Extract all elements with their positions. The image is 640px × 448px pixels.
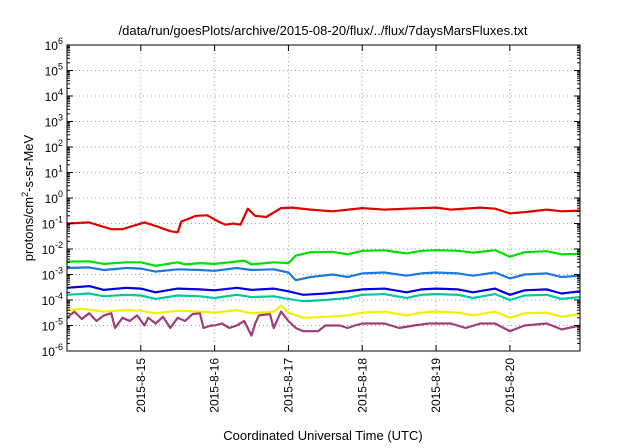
series-group — [66, 206, 581, 337]
y-axis: 10-6 10-5 10-4 10-3 10-2 10-1 100 101 102 103 104 1… — [42, 36, 580, 359]
y-tick-label: 10-1 — [42, 215, 63, 232]
y-tick-label: 104 — [45, 87, 63, 104]
y-tick-label: 10-3 — [42, 266, 63, 283]
y-tick-label: 10-5 — [42, 317, 63, 334]
series-line-3 — [66, 266, 581, 282]
series-line-5 — [66, 292, 581, 303]
x-tick-label: 2015-8-18 — [355, 358, 369, 413]
y-tick-label: 103 — [45, 113, 63, 130]
x-axis-label: Coordinated Universal Time (UTC) — [223, 428, 422, 443]
y-tick-label: 101 — [45, 164, 63, 181]
x-tick-label: 2015-8-17 — [281, 358, 295, 413]
y-tick-label: 106 — [45, 36, 63, 53]
y-tick-label: 10-6 — [42, 342, 63, 359]
x-tick-label: 2015-8-16 — [208, 358, 222, 413]
y-tick-label: 10-2 — [42, 240, 63, 257]
y-axis-label-main: protons/cm — [21, 197, 36, 261]
y-tick-label: 102 — [45, 138, 63, 155]
series-line-6 — [66, 304, 581, 319]
y-axis-label: protons/cm2-s-sr-MeV — [20, 134, 36, 261]
y-tick-label: 10-4 — [42, 291, 63, 308]
y-axis-label-superscript: 2 — [20, 192, 30, 197]
x-axis: 2015-8-15 2015-8-16 2015-8-17 2015-8-18 2015… — [134, 45, 517, 413]
x-tick-label: 2015-8-20 — [503, 358, 517, 413]
x-tick-label: 2015-8-19 — [429, 358, 443, 413]
y-tick-label: 100 — [45, 189, 63, 206]
x-tick-label: 2015-8-15 — [134, 358, 148, 413]
y-axis-label-rest: -s-sr-MeV — [21, 134, 36, 191]
series-line-1 — [66, 206, 581, 234]
y-tick-label: 105 — [45, 62, 63, 79]
grid — [67, 45, 580, 351]
series-line-7 — [66, 310, 581, 337]
chart-title: /data/run/goesPlots/archive/2015-08-20/f… — [119, 23, 528, 38]
series-line-4 — [66, 285, 581, 296]
series-line-2 — [66, 249, 581, 267]
